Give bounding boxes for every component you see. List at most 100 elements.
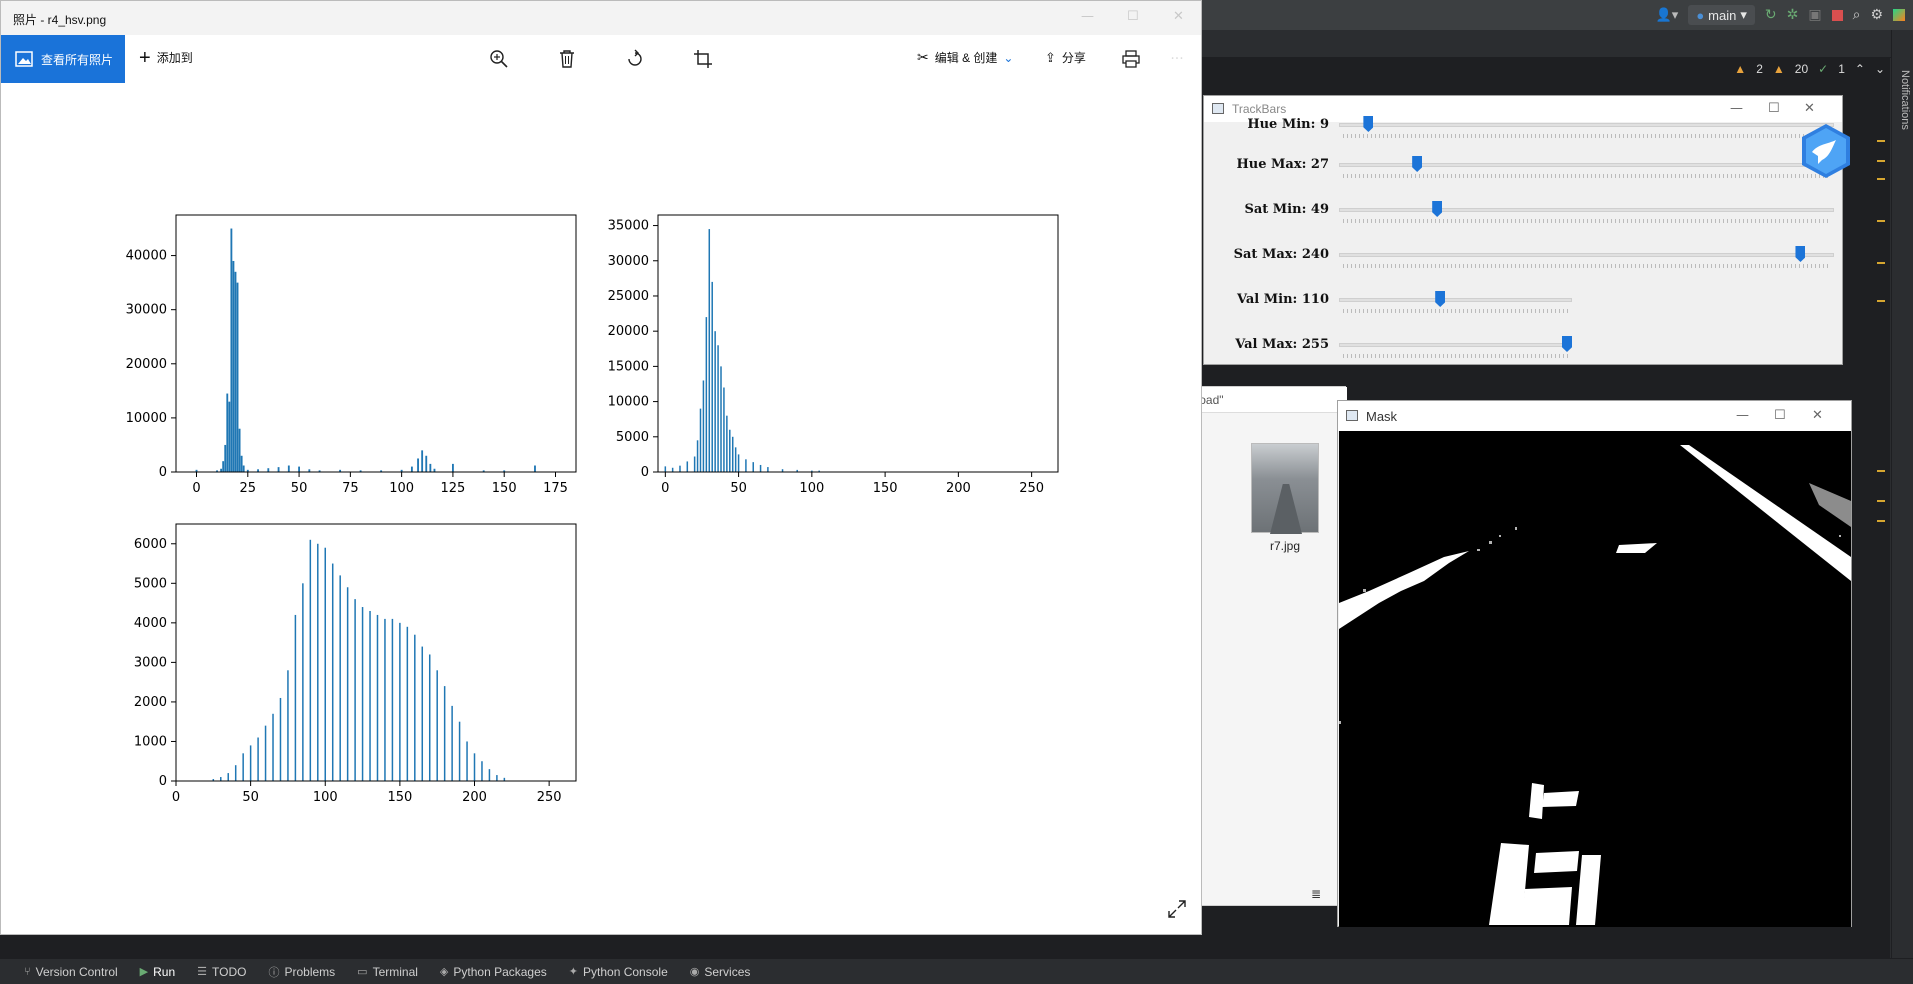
add-to-button[interactable]: + 添加到 (139, 48, 193, 68)
tool-terminal[interactable]: ▭ Terminal (357, 965, 418, 979)
histogram-bar (236, 282, 239, 472)
y-tick-label: 0 (159, 774, 167, 789)
tool-todo[interactable]: ☰ TODO (197, 965, 246, 979)
close-icon[interactable]: ✕ (1812, 408, 1823, 423)
y-tick-label: 10000 (608, 395, 649, 410)
histogram-bar (671, 467, 674, 472)
trackbar-ticks (1343, 264, 1830, 268)
histogram-bar (686, 461, 689, 472)
trackbar-ticks (1343, 309, 1568, 313)
edit-create-button[interactable]: ✂ 编辑 & 创建 ⌄ (917, 49, 1013, 66)
crop-icon[interactable] (691, 47, 715, 71)
histogram-bar (737, 454, 740, 472)
rotate-icon[interactable] (623, 47, 647, 71)
fullscreen-expand-icon[interactable] (1167, 899, 1187, 922)
coverage-icon[interactable]: ▣ (1808, 7, 1822, 23)
tool-python-console[interactable]: ✦ Python Console (569, 965, 668, 979)
trackbar-thumb[interactable] (1795, 246, 1806, 262)
tool-services[interactable]: ◉ Services (690, 965, 751, 979)
histogram-bar (705, 317, 708, 472)
print-icon[interactable] (1119, 47, 1143, 71)
file-thumbnail[interactable] (1251, 443, 1319, 534)
minimize-icon[interactable]: — (1736, 408, 1749, 423)
search-icon[interactable]: ⌕ (1852, 7, 1861, 23)
tool-version-control[interactable]: ⑂ Version Control (24, 965, 118, 979)
rerun-icon[interactable]: ↻ (1764, 7, 1777, 23)
close-icon[interactable]: ✕ (1804, 101, 1815, 116)
trackbar-groove[interactable] (1339, 208, 1834, 212)
close-icon[interactable]: ✕ (1173, 9, 1184, 24)
histogram-bar (482, 470, 485, 472)
x-tick-label: 100 (313, 790, 338, 805)
stop-icon[interactable] (1831, 9, 1843, 21)
trackbar-thumb[interactable] (1562, 336, 1572, 352)
notifications-tab[interactable]: Notifications (1899, 70, 1911, 130)
explorer-search-field[interactable]: "road" (1187, 387, 1347, 413)
share-label: 分享 (1061, 51, 1086, 65)
histogram-bar (308, 469, 311, 472)
debug-icon[interactable]: ✲ (1786, 7, 1799, 23)
tool-python-packages[interactable]: ◈ Python Packages (440, 965, 547, 979)
gear-icon[interactable]: ⚙ (1870, 7, 1883, 23)
histogram-bar (257, 469, 259, 472)
histogram-bar (473, 753, 476, 781)
trackbar-thumb[interactable] (1435, 291, 1446, 307)
ok-count: 1 (1838, 62, 1845, 76)
histogram-bar (458, 721, 461, 781)
histogram-bar (354, 599, 356, 781)
histogram-bar (264, 725, 267, 781)
git-branch-icon: ⑂ (24, 965, 31, 978)
minimize-icon[interactable]: — (1730, 101, 1743, 116)
maximize-icon[interactable]: ☐ (1774, 408, 1786, 423)
branch-selector[interactable]: ● main ▾ (1688, 5, 1755, 25)
trackbar-label: Val Max: 255 (1235, 337, 1329, 352)
x-tick-label: 175 (543, 481, 568, 496)
user-icon[interactable]: 👤▾ (1655, 7, 1679, 23)
weak-warning-icon: ▲ (1772, 62, 1785, 76)
todo-list-icon: ☰ (197, 966, 208, 978)
maximize-icon[interactable]: ☐ (1127, 9, 1139, 24)
x-tick-label: 200 (946, 481, 971, 496)
y-tick-label: 5000 (134, 576, 167, 591)
trackbar-thumb[interactable] (1363, 116, 1374, 132)
share-button[interactable]: ⇪ 分享 (1045, 49, 1086, 66)
chevron-up-icon[interactable]: ⌃ (1854, 62, 1865, 76)
tool-label: TODO (212, 964, 247, 979)
trackbar-groove[interactable] (1339, 343, 1572, 347)
delete-trash-icon[interactable] (555, 47, 579, 71)
view-all-photos-button[interactable]: 查看所有照片 (1, 35, 125, 83)
histogram-bar (287, 670, 289, 781)
y-tick-label: 0 (641, 465, 649, 480)
warning-count: 2 (1756, 62, 1763, 76)
histogram-bar (503, 470, 506, 472)
x-tick-label: 100 (799, 481, 824, 496)
trackbar-thumb[interactable] (1412, 156, 1423, 172)
file-name-label[interactable]: r7.jpg (1269, 539, 1301, 553)
chevron-down-icon[interactable]: ⌄ (1874, 62, 1885, 76)
more-options-icon[interactable]: ··· (1170, 51, 1184, 67)
histogram-2: 0 50 100 150 200 250 0 5000 10000 15000 20000 25000… (608, 214, 1059, 496)
histogram-bar (734, 447, 737, 472)
bird-assistant-icon[interactable] (1800, 122, 1852, 180)
trackbar-label: Val Min: 110 (1236, 292, 1329, 307)
share-icon: ⇪ (1045, 49, 1056, 65)
inspection-widget[interactable]: ▲ 2 ▲ 20 ✓ 1 ⌃ ⌄ (1734, 62, 1885, 76)
histogram-bar (212, 779, 215, 781)
warning-icon: ▲ (1734, 62, 1747, 76)
tool-run[interactable]: ▶ Run (140, 965, 175, 979)
trackbar-thumb[interactable] (1432, 201, 1443, 217)
zoom-in-icon[interactable] (487, 47, 511, 71)
y-tick-label: 25000 (608, 289, 649, 304)
details-view-icon[interactable]: ≣ (1311, 887, 1322, 901)
minimize-icon[interactable]: — (1081, 9, 1094, 24)
trackbar-ticks (1343, 219, 1830, 223)
trackbar-groove[interactable] (1339, 123, 1834, 127)
tool-problems[interactable]: ⓘ Problems (268, 964, 335, 980)
y-tick-label: 0 (159, 465, 167, 480)
maximize-icon[interactable]: ☐ (1768, 101, 1780, 116)
histogram-bar (361, 607, 364, 781)
trackbar-groove[interactable] (1339, 253, 1834, 257)
histogram-bar (246, 469, 249, 472)
trackbar-groove[interactable] (1339, 298, 1572, 302)
histogram-bar (717, 345, 719, 472)
